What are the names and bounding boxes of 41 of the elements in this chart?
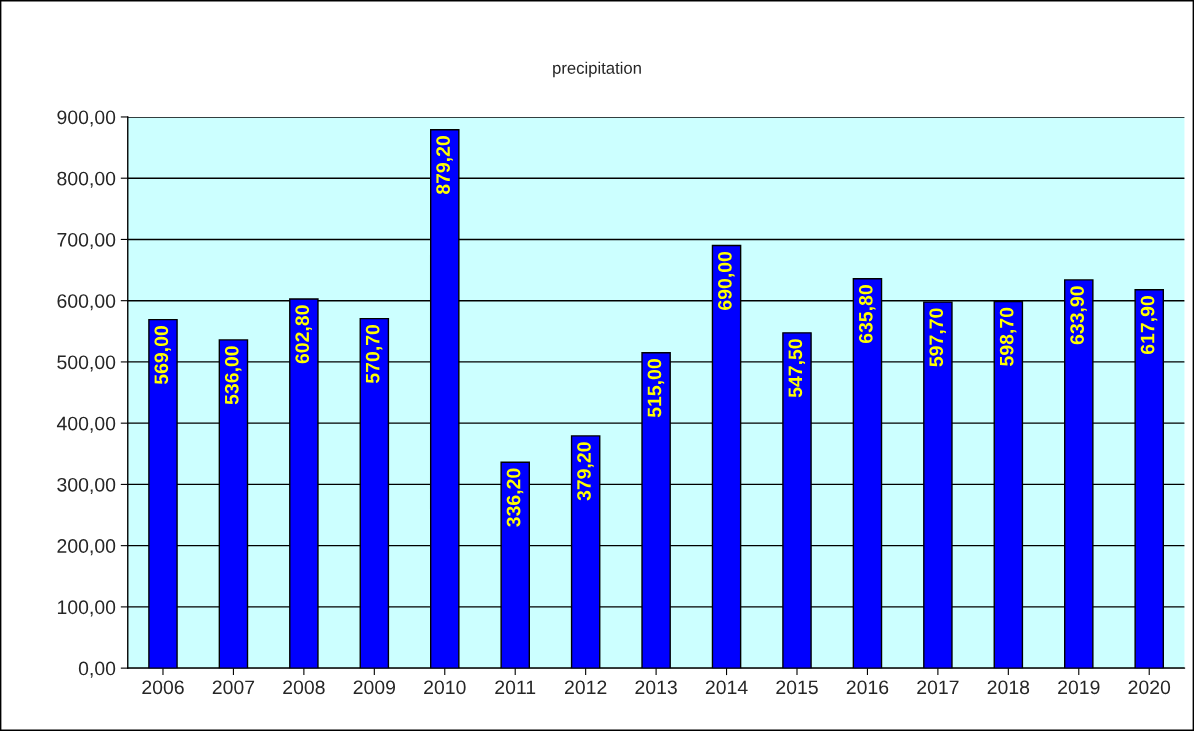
x-tick-label: 2012 bbox=[565, 680, 607, 695]
x-tick-label: 2018 bbox=[987, 680, 1030, 695]
x-tick-label: 2019 bbox=[1058, 680, 1100, 695]
y-tick-label: 0,00 bbox=[78, 661, 116, 678]
x-tick-label: 2008 bbox=[283, 680, 325, 695]
x-tick-label: 2007 bbox=[212, 680, 255, 695]
data-label: 569,00 bbox=[154, 326, 172, 385]
x-tick-label: 2011 bbox=[495, 680, 536, 695]
data-label: 547,50 bbox=[788, 339, 806, 398]
y-tick-label: 800,00 bbox=[57, 171, 116, 188]
x-tick-label: 2013 bbox=[635, 680, 677, 695]
data-label: 336,20 bbox=[506, 468, 524, 527]
y-tick-label: 100,00 bbox=[57, 600, 116, 617]
x-tick-label: 2014 bbox=[705, 680, 748, 695]
data-label: 690,00 bbox=[718, 251, 735, 310]
data-label: 635,80 bbox=[858, 285, 876, 344]
data-label: 515,00 bbox=[647, 359, 665, 418]
chart-title: precipitation bbox=[553, 61, 641, 78]
x-tick-label: 2010 bbox=[424, 680, 466, 695]
data-label: 598,70 bbox=[999, 307, 1017, 366]
x-tick-label: 2017 bbox=[917, 680, 959, 695]
x-tick-label: 2009 bbox=[353, 680, 396, 695]
data-label: 379,20 bbox=[577, 442, 594, 501]
x-tick-label: 2016 bbox=[846, 680, 889, 695]
y-tick-label: 600,00 bbox=[57, 294, 116, 311]
data-label: 617,90 bbox=[1140, 296, 1158, 355]
x-tick-label: 2006 bbox=[142, 680, 184, 695]
data-label: 597,70 bbox=[929, 308, 946, 367]
y-tick-label: 300,00 bbox=[57, 477, 116, 494]
data-label: 879,20 bbox=[436, 136, 453, 195]
y-tick-label: 900,00 bbox=[57, 110, 116, 127]
data-label: 536,00 bbox=[224, 346, 242, 405]
y-tick-label: 200,00 bbox=[57, 539, 116, 556]
x-tick-label: 2020 bbox=[1128, 680, 1171, 695]
data-label: 602,80 bbox=[295, 305, 312, 364]
data-label: 570,70 bbox=[365, 324, 383, 384]
y-tick-label: 400,00 bbox=[56, 416, 116, 433]
y-tick-label: 700,00 bbox=[57, 232, 116, 249]
x-tick-label: 2015 bbox=[776, 680, 818, 695]
data-label: 633,90 bbox=[1070, 286, 1087, 345]
y-tick-label: 500,00 bbox=[57, 355, 116, 372]
